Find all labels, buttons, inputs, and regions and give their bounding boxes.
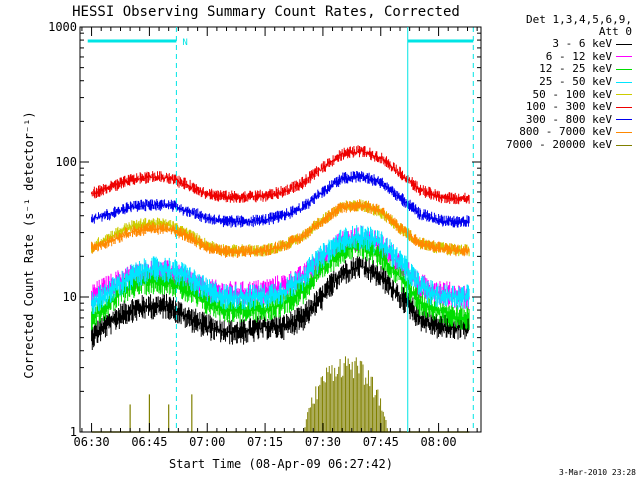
legend-entry-label: 7000 - 20000 keV xyxy=(506,138,612,152)
y-axis-label: Corrected Count Rate (s⁻¹ detector⁻¹) xyxy=(22,111,36,378)
legend-entry-5: 100 - 300 keV xyxy=(472,101,632,114)
legend-title-line-2: Att 0 xyxy=(598,25,632,38)
x-tick-label: 06:45 xyxy=(131,435,167,449)
y-tick-label: 1000 xyxy=(48,20,77,34)
legend-swatch xyxy=(616,68,632,70)
x-tick-label: 06:30 xyxy=(74,435,110,449)
timestamp: 3-Mar-2010 23:28 xyxy=(558,468,636,477)
legend-swatch xyxy=(616,106,632,108)
series-line-3 xyxy=(91,225,470,314)
legend-swatch xyxy=(616,119,632,121)
legend-entry-label: 300 - 800 keV xyxy=(525,112,612,126)
y-tick-label: 100 xyxy=(55,155,77,169)
legend-entry-label: 6 - 12 keV xyxy=(545,49,612,63)
plot-border xyxy=(79,26,482,433)
legend-swatch xyxy=(616,56,632,58)
legend-entry-8: 7000 - 20000 keV xyxy=(472,139,632,152)
legend-entry-label: 50 - 100 keV xyxy=(532,87,612,101)
legend-swatch xyxy=(616,81,632,83)
series-line-6 xyxy=(91,171,470,228)
series-line-0 xyxy=(91,256,470,350)
series-layer xyxy=(91,145,470,433)
x-tick-label: 08:00 xyxy=(421,435,457,449)
series-line-7 xyxy=(91,199,470,258)
legend-entry-4: 50 - 100 keV xyxy=(472,88,632,101)
legend-entry-6: 300 - 800 keV xyxy=(472,112,632,127)
legend-swatch xyxy=(616,43,632,45)
legend: Det 1,3,4,5,6,9, Att 0 3 - 6 keV 6 - 12 k… xyxy=(472,14,632,151)
legend-entry-label: 12 - 25 keV xyxy=(539,62,612,76)
x-tick-label: 07:45 xyxy=(363,435,399,449)
x-tick-label: 07:30 xyxy=(305,435,341,449)
series-5 xyxy=(91,145,470,205)
series-line-5 xyxy=(91,145,470,205)
series-8-block xyxy=(304,356,388,432)
series-3 xyxy=(91,225,470,314)
legend-entry-label: 25 - 50 keV xyxy=(539,75,612,89)
axis-ticks: 1 10 100 1000 06:30 06:45 07:00 07:15 07:30 07:45… xyxy=(48,20,481,449)
plot-frame: N xyxy=(79,26,482,433)
series-2 xyxy=(91,234,470,331)
series-6 xyxy=(91,171,470,228)
legend-entry-1: 6 - 12 keV xyxy=(472,49,632,64)
legend-entry-2: 12 - 25 keV xyxy=(472,63,632,76)
y-tick-label: 1 xyxy=(70,425,77,439)
series-line-2 xyxy=(91,234,470,331)
legend-entry-label: 800 - 7000 keV xyxy=(519,125,612,139)
x-axis-label: Start Time (08-Apr-09 06:27:42) xyxy=(169,457,393,471)
x-tick-label: 07:00 xyxy=(189,435,225,449)
legend-swatch xyxy=(616,144,632,146)
y-tick-label: 10 xyxy=(63,290,77,304)
legend-entry-3: 25 - 50 keV xyxy=(472,76,632,89)
legend-entries: 3 - 6 keV 6 - 12 keV 12 - 25 keV 25 - 50 ke… xyxy=(472,38,632,151)
legend-entry-0: 3 - 6 keV xyxy=(472,38,632,51)
x-tick-label: 07:15 xyxy=(247,435,283,449)
legend-entry-label: 100 - 300 keV xyxy=(525,100,612,114)
flag-label: N xyxy=(182,38,187,48)
legend-entry-label: 3 - 6 keV xyxy=(552,37,612,51)
chart-title: HESSI Observing Summary Count Rates, Cor… xyxy=(72,4,460,20)
series-7 xyxy=(91,199,470,258)
legend-swatch xyxy=(616,131,632,133)
legend-title-line-1: Det 1,3,4,5,6,9, xyxy=(526,13,632,26)
series-8 xyxy=(91,356,470,433)
series-0 xyxy=(91,256,470,350)
legend-entry-7: 800 - 7000 keV xyxy=(472,126,632,139)
legend-swatch xyxy=(616,94,632,96)
